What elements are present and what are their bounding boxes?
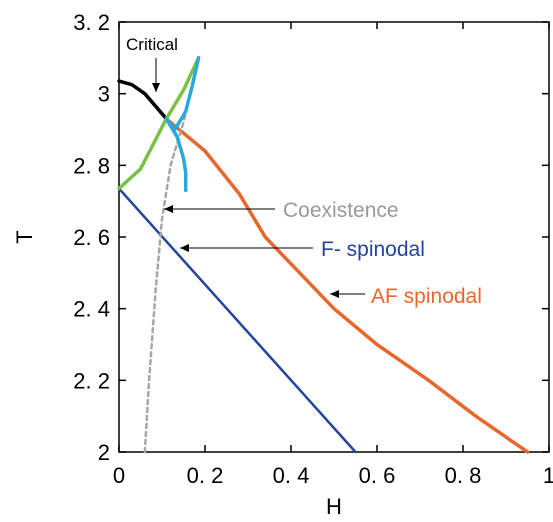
x-tick-labels: 0 0. 2 0. 4 0. 6 0. 8 1 — [113, 463, 553, 488]
y-tick-labels: 2 2. 2 2. 4 2. 6 2. 8 3 3. 2 — [73, 10, 110, 465]
y-tick-label: 2. 8 — [73, 153, 110, 178]
annotation-arrowhead — [180, 244, 189, 252]
annotation-label: F- spinodal — [321, 238, 425, 261]
y-tick-label: 2. 2 — [73, 368, 110, 393]
series-line-2 — [164, 117, 530, 454]
annotation-arrowhead — [164, 205, 173, 213]
y-tick-label: 3 — [98, 82, 110, 107]
series-line-5 — [164, 56, 201, 193]
x-tick-label: 0. 4 — [273, 463, 310, 488]
series-line-3 — [143, 56, 200, 454]
tick-marks — [118, 21, 550, 453]
x-tick-label: 0. 2 — [187, 463, 224, 488]
annotation-arrowhead — [152, 83, 160, 92]
x-tick-label: 0. 6 — [359, 463, 396, 488]
annotation-label: Coexistence — [283, 199, 399, 222]
x-tick-label: 0 — [113, 463, 125, 488]
y-tick-label: 3. 2 — [73, 10, 110, 35]
series-line-1 — [117, 187, 357, 454]
y-tick-label: 2. 6 — [73, 225, 110, 250]
x-tick-label: 0. 8 — [445, 463, 482, 488]
annotation-arrowhead — [330, 290, 339, 298]
y-tick-label: 2. 4 — [73, 297, 110, 322]
annotation-label: AF spinodal — [371, 285, 482, 308]
series-lines — [117, 56, 530, 454]
x-tick-label: 1 — [543, 463, 553, 488]
y-tick-label: 2 — [98, 440, 110, 465]
x-axis-label: H — [326, 494, 342, 519]
annotation-label: Critical — [126, 35, 178, 54]
annotations: Critical Coexistence F- spinodal AF spinoda… — [126, 35, 482, 308]
series-line-0 — [117, 79, 169, 121]
y-axis-label: T — [12, 230, 37, 243]
